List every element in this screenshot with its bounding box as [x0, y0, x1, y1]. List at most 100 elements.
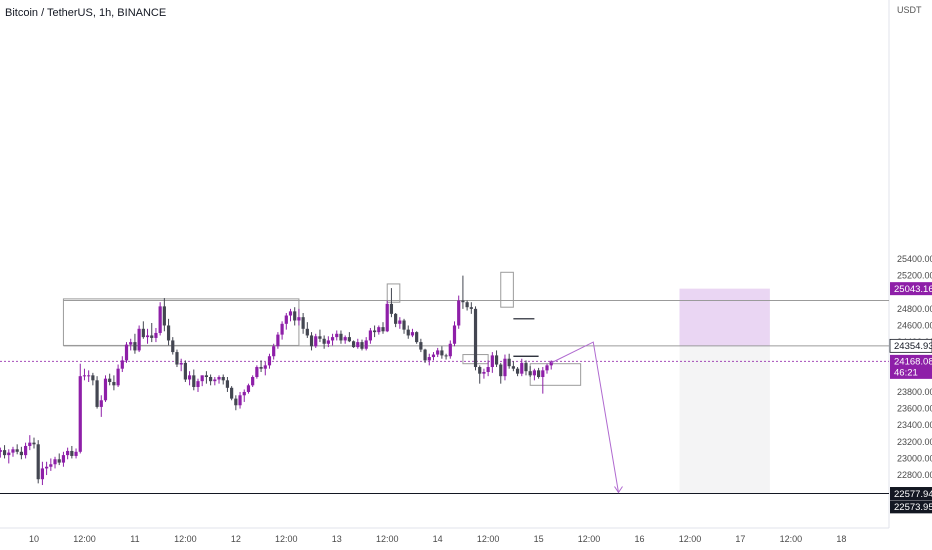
candle-body — [322, 338, 326, 344]
candle-body — [494, 355, 499, 365]
candle-body — [368, 330, 372, 341]
candle-body — [507, 358, 511, 367]
candle-body — [154, 332, 158, 338]
candle-body — [402, 320, 406, 330]
candle-body — [314, 336, 318, 347]
x-tick-label: 16 — [635, 534, 645, 544]
candle-body — [255, 367, 259, 378]
y-tick-label: 23000.00 — [897, 453, 932, 463]
candle-body — [436, 350, 440, 355]
candle-body — [482, 372, 486, 374]
x-tick-label: 12:00 — [275, 534, 298, 544]
candle-body — [478, 367, 482, 374]
candle-body — [74, 451, 78, 456]
candle-body — [234, 398, 238, 406]
price-badge-label: 25043.16 — [894, 284, 932, 295]
candle-body — [141, 328, 145, 338]
x-tick-label: 12:00 — [376, 534, 399, 544]
candle-body — [133, 342, 137, 351]
candle-body — [2, 450, 7, 456]
candle-body — [532, 370, 536, 376]
y-tick-label: 24600.00 — [897, 320, 932, 330]
price-badge-label: 24354.93 — [894, 341, 932, 352]
candle-body — [511, 366, 515, 369]
candle-body — [452, 325, 457, 344]
candle-body — [246, 385, 251, 392]
candle-body — [398, 320, 402, 324]
price-badge — [890, 282, 932, 296]
candle-body — [272, 346, 276, 357]
candle-body — [280, 323, 284, 335]
x-tick-label: 12 — [231, 534, 241, 544]
candle-body — [330, 337, 335, 341]
candle-body — [158, 306, 162, 333]
x-tick-label: 12:00 — [477, 534, 500, 544]
candle-body — [204, 375, 209, 378]
candle-body — [503, 358, 507, 377]
y-tick-label: 25400.00 — [897, 254, 932, 264]
candle-body — [364, 340, 368, 349]
x-tick-label: 17 — [735, 534, 745, 544]
candle-body — [179, 362, 183, 365]
candle-body — [343, 337, 347, 341]
candle-body — [360, 342, 364, 349]
candle-body — [427, 357, 431, 361]
candle-body — [187, 375, 192, 380]
candle-body — [499, 364, 503, 377]
candle-body — [515, 368, 520, 374]
candle-body — [192, 375, 196, 387]
x-tick-label: 18 — [836, 534, 846, 544]
x-tick-label: 12:00 — [73, 534, 96, 544]
candle-body — [251, 377, 255, 386]
price-badge — [889, 338, 932, 353]
candle-body — [288, 311, 293, 316]
candle-body — [11, 449, 15, 453]
candle-body — [213, 379, 217, 382]
y-tick-label: 23200.00 — [897, 437, 932, 447]
candle-body — [339, 333, 343, 341]
candle-body — [78, 376, 82, 452]
candle-body — [444, 355, 448, 357]
x-tick-label: 11 — [130, 534, 139, 544]
candle-body — [465, 302, 469, 308]
y-tick-label: 23600.00 — [897, 404, 932, 414]
candle-body — [32, 442, 36, 445]
candle-body — [419, 342, 423, 350]
target-zone-lower — [679, 345, 770, 494]
candle-body — [82, 375, 87, 377]
candle-body — [351, 341, 356, 348]
candle-body — [549, 361, 553, 366]
candle-body — [385, 303, 389, 332]
candle-body — [196, 381, 200, 387]
price-badge — [890, 487, 932, 501]
x-tick-label: 12:00 — [679, 534, 702, 544]
candle-body — [145, 335, 150, 338]
candle-body — [537, 370, 541, 378]
candle-body — [335, 333, 339, 338]
currency-label: USDT — [897, 5, 922, 15]
candle-body — [389, 303, 394, 314]
candle-body — [137, 328, 141, 351]
candle-body — [40, 468, 45, 480]
candle-body — [318, 336, 322, 339]
candle-body — [431, 354, 436, 358]
target-zone-upper — [679, 288, 770, 346]
candle-body — [95, 380, 99, 407]
range-box — [62, 298, 300, 346]
candle-body — [356, 342, 360, 348]
candle-body — [490, 355, 494, 368]
candle-body — [541, 370, 545, 378]
candle-body — [28, 442, 32, 446]
candle-body — [36, 444, 40, 480]
chart-title: Bitcoin / TetherUS, 1h, BINANCE — [5, 7, 167, 19]
candle-body — [381, 327, 385, 332]
candle-body — [486, 367, 490, 373]
candle-body — [91, 375, 95, 381]
y-tick-label: 23400.00 — [897, 420, 932, 430]
candle-body — [0, 450, 2, 452]
candle-body — [415, 332, 419, 343]
candle-body — [276, 334, 280, 347]
candle-body — [473, 308, 478, 368]
candle-body — [293, 311, 297, 321]
